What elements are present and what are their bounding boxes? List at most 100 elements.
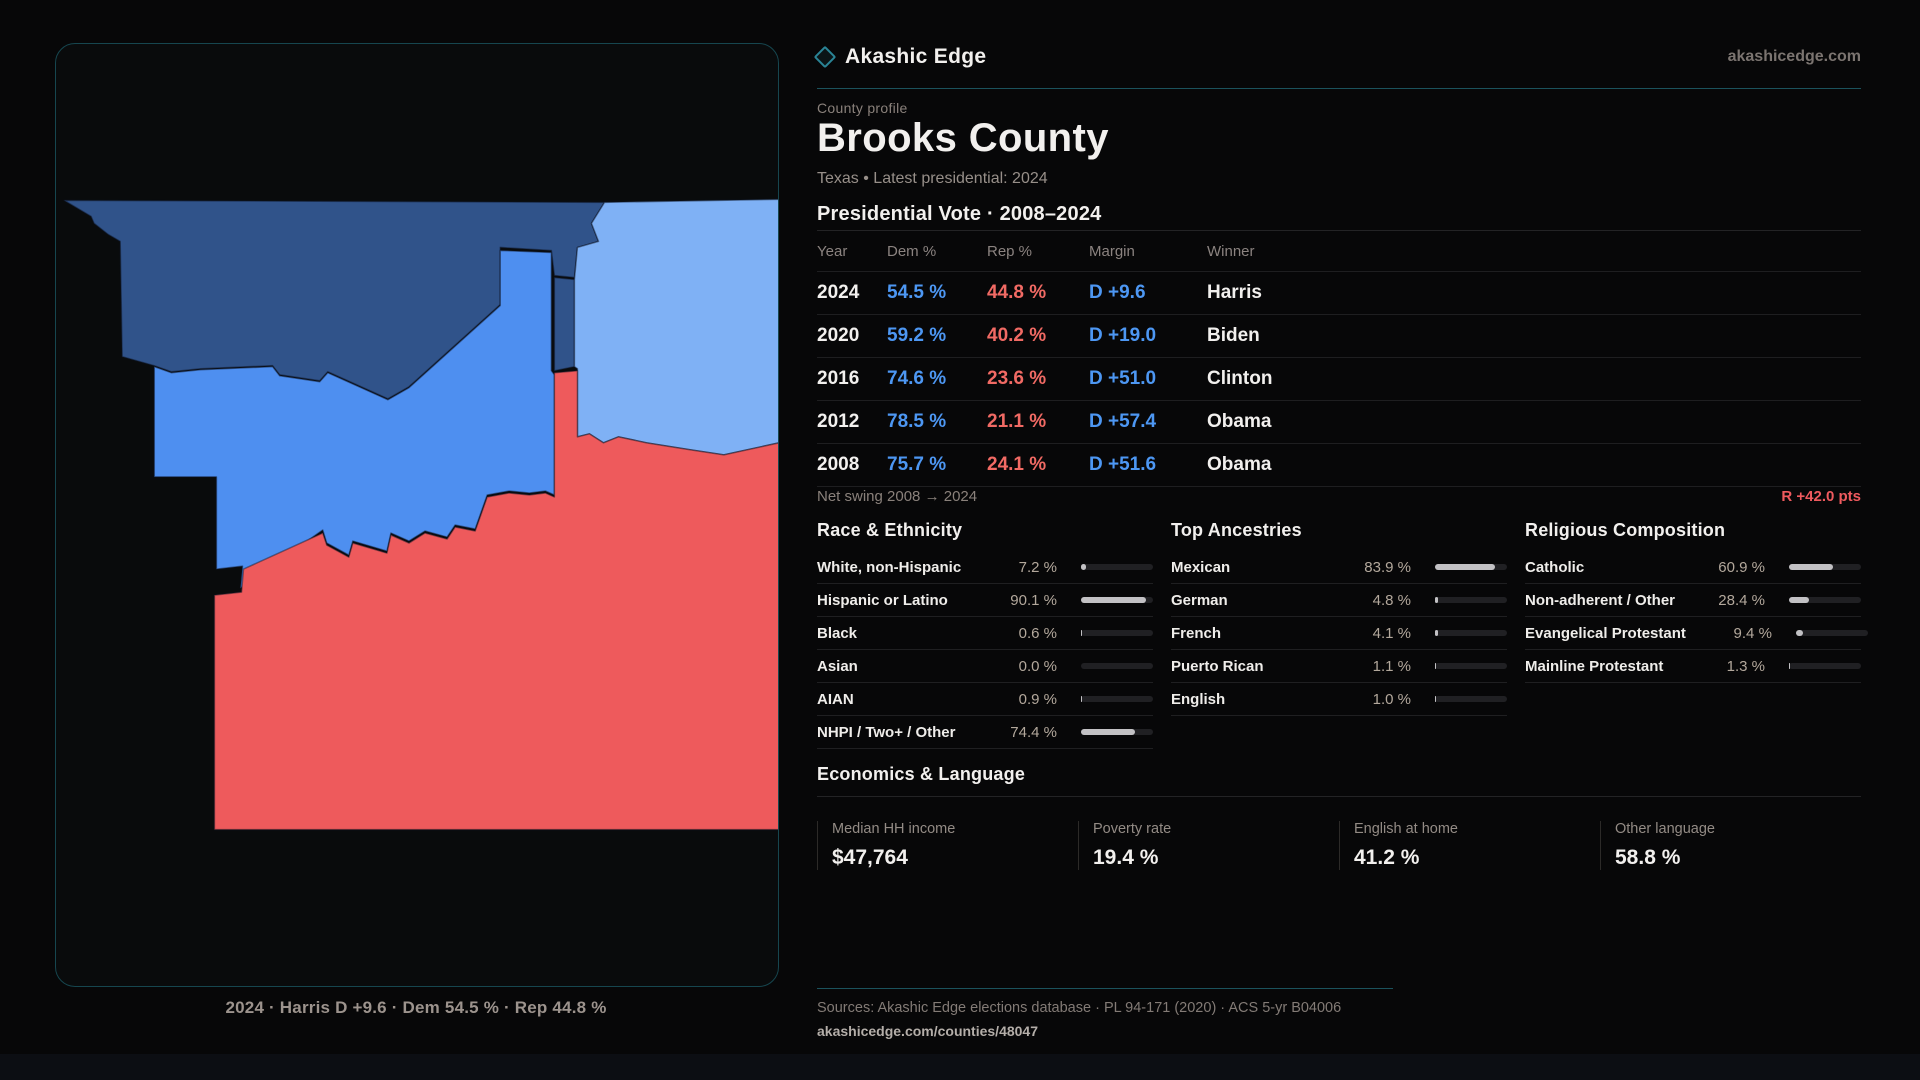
- percent-bar: [1789, 597, 1861, 603]
- demo-value: 74.4 %: [1010, 723, 1057, 741]
- demo-value: 1.1 %: [1372, 657, 1411, 675]
- cell-rep-pct: 21.1 %: [987, 411, 1047, 432]
- demo-label: White, non-Hispanic: [817, 558, 962, 576]
- election-table: Year Dem % Rep % Margin Winner 2024 54.5…: [817, 230, 1861, 487]
- table-row: 2020 59.2 % 40.2 % D +19.0 Biden: [817, 314, 1861, 357]
- stat-value: 41.2 %: [1354, 846, 1420, 869]
- cell-year: 2016: [817, 368, 860, 389]
- percent-bar-fill: [1795, 630, 1803, 636]
- stat-card: Median HH income $47,764: [817, 821, 1078, 870]
- percent-bar: [1081, 729, 1153, 735]
- percent-bar-fill: [1081, 597, 1146, 603]
- demo-label: Mainline Protestant: [1525, 657, 1664, 675]
- section-title: Top Ancestries: [1171, 520, 1302, 540]
- demo-label: Black: [817, 624, 858, 642]
- column-header-year: Year: [817, 242, 848, 260]
- precinct-map-panel: [55, 43, 779, 987]
- election-table-header: Year Dem % Rep % Margin Winner: [817, 230, 1861, 271]
- percent-bar: [1081, 630, 1153, 636]
- sources-text: Sources: Akashic Edge elections database…: [817, 1000, 1342, 1016]
- percent-bar-fill: [1435, 597, 1439, 603]
- demo-label: Catholic: [1525, 558, 1585, 576]
- stat-card: Poverty rate 19.4 %: [1078, 821, 1339, 870]
- demo-value: 28.4 %: [1718, 591, 1765, 609]
- demo-value: 1.0 %: [1372, 690, 1411, 708]
- percent-bar-fill: [1789, 663, 1790, 669]
- county-title: Brooks County: [817, 116, 1109, 160]
- net-swing-value: R +42.0 pts: [1781, 488, 1861, 505]
- percent-bar: [1435, 597, 1507, 603]
- demo-value: 1.3 %: [1726, 657, 1765, 675]
- column-header-dem: Dem %: [887, 242, 937, 260]
- stat-value: $47,764: [832, 846, 908, 869]
- cell-margin: D +51.6: [1089, 454, 1157, 475]
- cell-winner: Obama: [1207, 454, 1272, 475]
- column-header-rep: Rep %: [987, 242, 1033, 260]
- demo-value: 0.6 %: [1018, 624, 1057, 642]
- percent-bar: [1789, 663, 1861, 669]
- section-title: Religious Composition: [1525, 520, 1726, 540]
- cell-rep-pct: 44.8 %: [987, 282, 1047, 303]
- page-footer: Sources: Akashic Edge elections database…: [817, 988, 1861, 1041]
- election-section-title: Presidential Vote · 2008–2024: [817, 203, 1102, 225]
- economics-title: Economics & Language: [817, 764, 1026, 784]
- percent-bar: [1081, 696, 1153, 702]
- footer-divider: [817, 988, 1393, 989]
- demographics-section: Race & Ethnicity White, non-Hispanic 7.2…: [817, 520, 1868, 749]
- percent-bar-fill: [1435, 564, 1496, 570]
- demo-value: 60.9 %: [1718, 558, 1765, 576]
- demo-row: Black 0.6 %: [817, 617, 1153, 650]
- cell-winner: Biden: [1207, 325, 1260, 346]
- demo-label: English: [1171, 690, 1226, 708]
- brand-domain-link[interactable]: akashicedge.com: [1727, 48, 1861, 65]
- demo-label: Asian: [817, 657, 858, 675]
- demo-row: Mexican 83.9 %: [1171, 551, 1507, 584]
- cell-dem-pct: 59.2 %: [887, 325, 947, 346]
- demo-label: German: [1171, 591, 1228, 609]
- percent-bar: [1435, 630, 1507, 636]
- stat-label: Median HH income: [832, 821, 956, 837]
- net-swing-label: Net swing 2008 → 2024: [817, 488, 978, 505]
- stat-label: Other language: [1615, 821, 1715, 837]
- demo-row: English 1.0 %: [1171, 683, 1507, 716]
- profile-content: Akashic Edge akashicedge.com County prof…: [813, 40, 1868, 1060]
- demo-row: AIAN 0.9 %: [817, 683, 1153, 716]
- percent-bar-fill: [1081, 729, 1135, 735]
- cell-year: 2020: [817, 325, 860, 346]
- demo-row: Mainline Protestant 1.3 %: [1525, 650, 1861, 683]
- cell-margin: D +19.0: [1089, 325, 1157, 346]
- percent-bar: [1081, 663, 1153, 669]
- demo-value: 90.1 %: [1010, 591, 1057, 609]
- percent-bar: [1081, 564, 1153, 570]
- section-top-ancestries: Top Ancestries Mexican 83.9 % German 4.8…: [1171, 520, 1507, 716]
- map-region-red-south: [213, 369, 778, 831]
- percent-bar-fill: [1789, 597, 1810, 603]
- demo-value: 4.8 %: [1372, 591, 1411, 609]
- demo-value: 83.9 %: [1364, 558, 1411, 576]
- cell-year: 2012: [817, 411, 860, 432]
- demo-label: French: [1171, 624, 1222, 642]
- demo-label: NHPI / Two+ / Other: [817, 723, 956, 741]
- percent-bar-fill: [1435, 630, 1438, 636]
- percent-bar: [1081, 597, 1153, 603]
- stat-value: 19.4 %: [1093, 846, 1159, 869]
- demo-value: 9.4 %: [1733, 624, 1772, 642]
- percent-bar-fill: [1081, 696, 1082, 702]
- table-row: 2012 78.5 % 21.1 % D +57.4 Obama: [817, 400, 1861, 443]
- cell-dem-pct: 74.6 %: [887, 368, 947, 389]
- column-header-margin: Margin: [1089, 242, 1135, 260]
- percent-bar: [1789, 564, 1861, 570]
- table-row: 2008 75.7 % 24.1 % D +51.6 Obama: [817, 443, 1861, 486]
- demo-label: AIAN: [817, 690, 854, 708]
- county-url-link[interactable]: akashicedge.com/counties/48047: [817, 1023, 1038, 1039]
- demo-value: 7.2 %: [1018, 558, 1057, 576]
- cell-rep-pct: 24.1 %: [987, 454, 1047, 475]
- demo-label: Non-adherent / Other: [1525, 591, 1676, 609]
- diamond-logo-icon: [813, 45, 837, 69]
- demo-row: Asian 0.0 %: [817, 650, 1153, 683]
- cell-margin: D +57.4: [1089, 411, 1157, 432]
- demo-row: White, non-Hispanic 7.2 %: [817, 551, 1153, 584]
- map-caption: 2024 · Harris D +9.6 · Dem 54.5 % · Rep …: [225, 998, 607, 1017]
- percent-bar-fill: [1081, 564, 1087, 570]
